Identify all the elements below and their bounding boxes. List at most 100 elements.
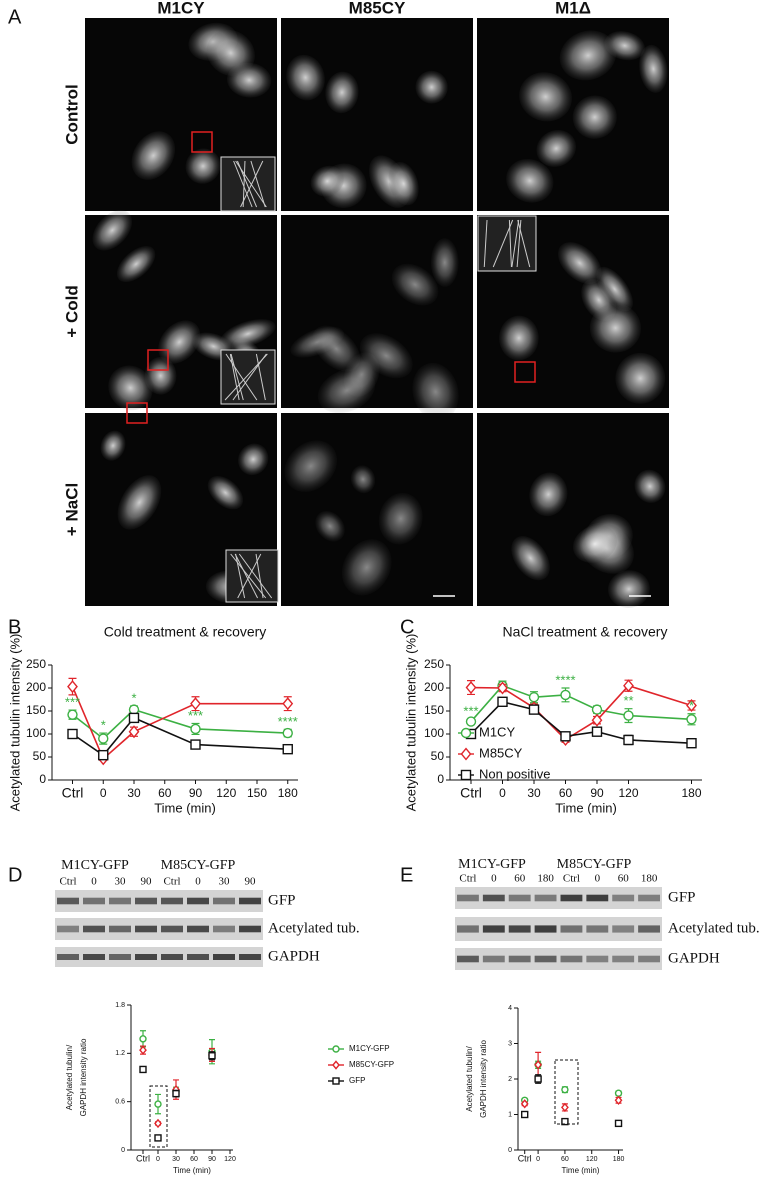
cell: [589, 303, 642, 353]
x-tick-label: 120: [216, 786, 236, 800]
blot-band: [57, 954, 79, 960]
y-tick-label: 250: [424, 657, 444, 671]
cells: [499, 242, 666, 404]
blot-band: [560, 925, 583, 933]
marker: [561, 1102, 569, 1113]
legend-marker: [332, 1077, 340, 1085]
blot-band: [612, 925, 635, 933]
blot-band: [57, 925, 79, 933]
marker: [190, 723, 201, 735]
row-label: + NaCl: [62, 483, 81, 536]
blot-group-label: M85CY-GFP: [557, 857, 632, 872]
x-axis-title: Time (min): [154, 800, 216, 815]
cell: [415, 70, 448, 104]
roi-box: [126, 402, 148, 424]
panel-label: B: [8, 616, 21, 638]
marker: [139, 1045, 147, 1055]
significance: **: [623, 693, 633, 708]
blot-group-label: M85CY-GFP: [161, 858, 236, 873]
marker: [282, 743, 293, 755]
cell: [634, 469, 666, 503]
lane-label: 0: [91, 876, 97, 888]
cell: [325, 71, 359, 114]
marker: [534, 1075, 542, 1083]
marker: [623, 679, 634, 693]
cell: [639, 44, 668, 93]
marker: [139, 1065, 147, 1074]
x-tick-label: 60: [158, 786, 172, 800]
significance: ***: [463, 704, 478, 719]
cell: [391, 263, 439, 306]
legend-marker: [332, 1060, 340, 1070]
y-tick-label: 2: [508, 1076, 512, 1083]
legend-marker: [460, 727, 472, 739]
x-axis-title: Time (min): [173, 1166, 211, 1175]
legend-label: Non positive: [479, 766, 551, 781]
x-tick-label: 180: [681, 786, 701, 800]
significance: ***: [188, 708, 203, 723]
blot-band: [109, 897, 131, 905]
x-tick-label: 30: [172, 1156, 180, 1163]
cell: [286, 54, 325, 101]
lane-label: 60: [514, 873, 526, 885]
y-tick-label: 0.6: [115, 1099, 125, 1106]
cell: [116, 246, 156, 283]
legend-label: GFP: [349, 1076, 365, 1085]
x-tick-label: 0: [536, 1156, 540, 1163]
panel-label: E: [400, 864, 413, 886]
lane-label: Ctrl: [163, 876, 180, 888]
inset-fiber: [233, 160, 253, 208]
blot-band: [109, 954, 131, 960]
blot-band: [638, 955, 660, 963]
cell: [607, 570, 650, 608]
x-tick-label: 120: [224, 1156, 236, 1163]
lane-label: 0: [491, 873, 497, 885]
blot-strip: [455, 887, 662, 909]
marker: [98, 733, 109, 744]
marker: [190, 697, 201, 711]
inset-fiber: [238, 553, 273, 599]
cell: [511, 536, 550, 581]
chart-title: NaCl treatment & recovery: [503, 624, 668, 640]
blot-band: [508, 925, 531, 933]
x-tick-label: 120: [618, 786, 638, 800]
y-tick-label: 200: [424, 680, 444, 694]
blot-band: [560, 955, 583, 963]
y-axis-title: GAPDH intensity ratio: [479, 1040, 488, 1118]
marker: [190, 739, 201, 750]
marker: [497, 681, 508, 695]
cell: [359, 333, 413, 379]
blot-band: [161, 954, 183, 960]
y-axis-title: Acetylated tubulin intensity (%): [7, 634, 22, 812]
cells: [506, 30, 668, 203]
inset-fiber: [255, 553, 264, 599]
x-tick-label: Ctrl: [136, 1153, 150, 1163]
blot-band: [508, 894, 531, 902]
y-tick-label: 150: [424, 703, 444, 717]
x-tick-label: 60: [561, 1156, 569, 1163]
y-tick-label: 100: [26, 726, 46, 740]
cell: [117, 475, 162, 530]
cell: [519, 72, 573, 122]
cell: [100, 430, 126, 461]
legend-label: M85CY-GFP: [349, 1060, 394, 1069]
y-tick-label: 0: [437, 772, 444, 786]
panel-label: C: [400, 616, 414, 638]
blot-band: [239, 897, 261, 905]
x-tick-label: 60: [190, 1156, 198, 1163]
blot-band: [508, 955, 531, 963]
cell: [412, 362, 459, 421]
lane-label: 0: [595, 873, 601, 885]
x-tick-label: 180: [613, 1156, 625, 1163]
inset-fiber: [250, 160, 266, 208]
blot-band: [482, 894, 505, 902]
inset-fiber: [240, 160, 264, 208]
marker: [282, 697, 294, 711]
blot-band: [83, 925, 105, 933]
x-tick-label: Ctrl: [460, 785, 482, 801]
cell: [206, 29, 255, 77]
marker: [465, 716, 477, 727]
blot-band: [612, 955, 635, 963]
blot-strip: [55, 918, 263, 940]
